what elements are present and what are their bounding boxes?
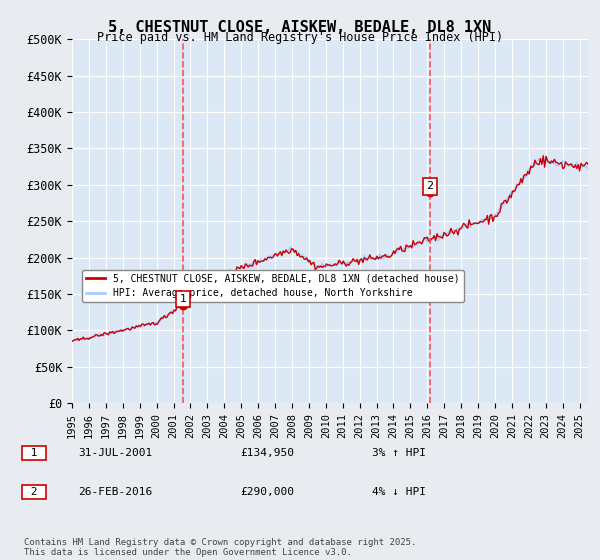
Text: 31-JUL-2001: 31-JUL-2001 xyxy=(78,448,152,458)
Text: £290,000: £290,000 xyxy=(240,487,294,497)
Text: Price paid vs. HM Land Registry's House Price Index (HPI): Price paid vs. HM Land Registry's House … xyxy=(97,31,503,44)
Text: £134,950: £134,950 xyxy=(240,448,294,458)
Text: 1: 1 xyxy=(24,448,44,458)
Text: 4% ↓ HPI: 4% ↓ HPI xyxy=(372,487,426,497)
Text: 2: 2 xyxy=(426,181,433,192)
Text: 1: 1 xyxy=(180,294,187,304)
Text: 3% ↑ HPI: 3% ↑ HPI xyxy=(372,448,426,458)
Text: Contains HM Land Registry data © Crown copyright and database right 2025.
This d: Contains HM Land Registry data © Crown c… xyxy=(24,538,416,557)
Text: 5, CHESTNUT CLOSE, AISKEW, BEDALE, DL8 1XN: 5, CHESTNUT CLOSE, AISKEW, BEDALE, DL8 1… xyxy=(109,20,491,35)
Text: 26-FEB-2016: 26-FEB-2016 xyxy=(78,487,152,497)
Legend: 5, CHESTNUT CLOSE, AISKEW, BEDALE, DL8 1XN (detached house), HPI: Average price,: 5, CHESTNUT CLOSE, AISKEW, BEDALE, DL8 1… xyxy=(82,270,464,302)
Text: 2: 2 xyxy=(24,487,44,497)
